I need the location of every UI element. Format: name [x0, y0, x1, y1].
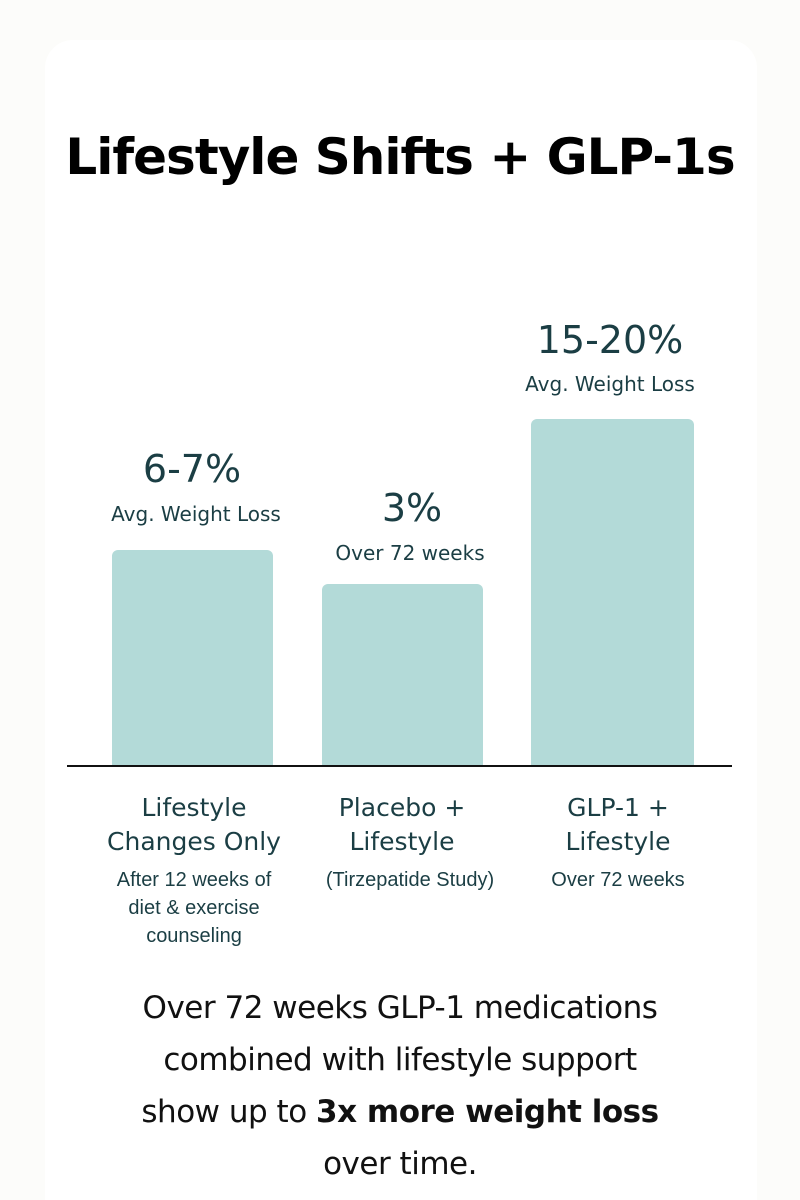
bar-value-label: 3%: [381, 486, 443, 530]
category-line: Lifestyle: [141, 793, 247, 822]
chart-title: Lifestyle Shifts + GLP-1s: [65, 128, 735, 186]
category-line: Lifestyle: [349, 827, 455, 856]
category-note: After 12 weeks of diet & exercise counse…: [74, 866, 314, 950]
category-label: Placebo + Lifestyle: [282, 791, 522, 859]
summary-line: combined with lifestyle support: [163, 1042, 637, 1078]
bar-value-sub: Avg. Weight Loss: [111, 502, 281, 526]
bar-value-label: 6-7%: [142, 447, 242, 491]
category-line: Placebo +: [338, 793, 466, 822]
note-line: diet & exercise: [128, 897, 260, 919]
summary-highlight: 3x more weight loss: [316, 1094, 659, 1130]
bar-value-sub: Over 72 weeks: [335, 541, 485, 565]
summary-line: Over 72 weeks GLP-1 medications: [142, 990, 658, 1026]
bar-glp1-lifestyle: [531, 419, 694, 766]
category-line: GLP-1 +: [567, 793, 669, 822]
bar-value-label: 15-20%: [536, 318, 684, 362]
bar-value-sub: Avg. Weight Loss: [525, 372, 695, 396]
summary-line: over time.: [323, 1146, 477, 1182]
note-line: After 12 weeks of: [116, 869, 272, 891]
summary-text: Over 72 weeks GLP-1 medications combined…: [60, 982, 740, 1190]
note-line: counseling: [146, 925, 242, 947]
category-line: Lifestyle: [565, 827, 671, 856]
summary-prefix: show up to: [141, 1094, 317, 1130]
category-note: (Tirzepatide Study): [290, 866, 530, 894]
bar-placebo-lifestyle: [322, 584, 483, 766]
x-axis-baseline: [67, 765, 732, 767]
category-note: Over 72 weeks: [498, 866, 738, 894]
summary-line: show up to 3x more weight loss: [60, 1086, 740, 1138]
note-line: (Tirzepatide Study): [325, 869, 495, 891]
bar-lifestyle-only: [112, 550, 273, 766]
category-label: Lifestyle Changes Only: [74, 791, 314, 859]
note-line: Over 72 weeks: [551, 869, 685, 891]
category-line: Changes Only: [107, 827, 281, 856]
category-label: GLP-1 + Lifestyle: [498, 791, 738, 859]
